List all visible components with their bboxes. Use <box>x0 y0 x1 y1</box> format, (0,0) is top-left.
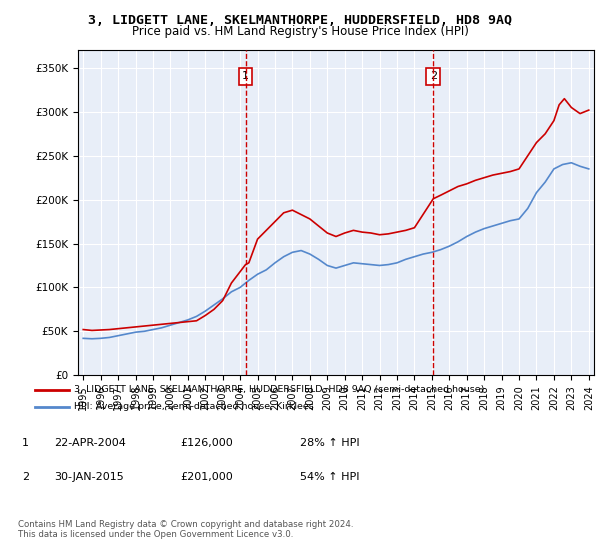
Text: Contains HM Land Registry data © Crown copyright and database right 2024.
This d: Contains HM Land Registry data © Crown c… <box>18 520 353 539</box>
Text: 2: 2 <box>430 71 437 81</box>
Text: 30-JAN-2015: 30-JAN-2015 <box>54 472 124 482</box>
Text: 2: 2 <box>22 472 29 482</box>
Text: 1: 1 <box>22 438 29 448</box>
Text: Price paid vs. HM Land Registry's House Price Index (HPI): Price paid vs. HM Land Registry's House … <box>131 25 469 38</box>
Text: 54% ↑ HPI: 54% ↑ HPI <box>300 472 359 482</box>
Text: 1: 1 <box>242 71 249 81</box>
Text: 22-APR-2004: 22-APR-2004 <box>54 438 126 448</box>
Text: 28% ↑ HPI: 28% ↑ HPI <box>300 438 359 448</box>
Text: 3, LIDGETT LANE, SKELMANTHORPE, HUDDERSFIELD, HD8 9AQ (semi-detached house): 3, LIDGETT LANE, SKELMANTHORPE, HUDDERSF… <box>74 385 485 394</box>
Text: £201,000: £201,000 <box>180 472 233 482</box>
Text: HPI: Average price, semi-detached house, Kirklees: HPI: Average price, semi-detached house,… <box>74 402 314 411</box>
Text: 3, LIDGETT LANE, SKELMANTHORPE, HUDDERSFIELD, HD8 9AQ: 3, LIDGETT LANE, SKELMANTHORPE, HUDDERSF… <box>88 14 512 27</box>
Text: £126,000: £126,000 <box>180 438 233 448</box>
